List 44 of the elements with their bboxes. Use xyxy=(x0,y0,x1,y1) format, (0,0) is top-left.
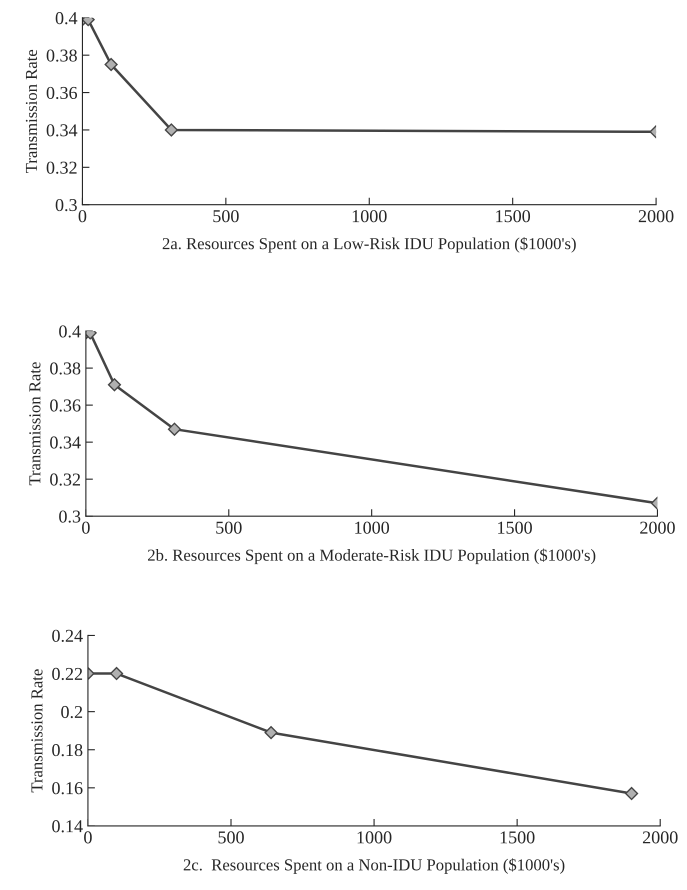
y-tick-label: 0.32 xyxy=(50,473,80,486)
x-tick-label: 1500 xyxy=(498,522,532,534)
y-tick-label: 0.18 xyxy=(52,744,82,756)
x-tick-label: 2000 xyxy=(638,210,674,222)
point xyxy=(104,58,118,72)
x-tick-label: 500 xyxy=(218,831,244,844)
x-axis-title: 2a. Resources Spent on a Low-Risk IDU Population ($1000's) xyxy=(162,237,576,253)
y-axis-title: Transmission Rate xyxy=(26,50,38,173)
y-tick-label: 0.34 xyxy=(46,124,78,136)
x-tick-label: 1000 xyxy=(358,831,392,844)
y-tick-label: 0.16 xyxy=(52,782,83,794)
point xyxy=(625,786,638,800)
x-tick-label: 0 xyxy=(78,210,86,222)
x-tick-label: 1500 xyxy=(496,210,530,222)
y-tick-label: 0.36 xyxy=(50,399,80,412)
y-tick-label: 0.3 xyxy=(59,510,80,523)
x-tick-label: 2000 xyxy=(642,831,678,844)
point xyxy=(110,666,124,680)
x-axis-title: 2b. Resources Spent on a Moderate-Risk IDU Population ($1000's) xyxy=(148,548,596,564)
y-tick-label: 0.38 xyxy=(50,362,80,375)
y-tick-label: 0.32 xyxy=(46,162,77,174)
y-tick-label: 0.24 xyxy=(52,630,83,642)
x-tick-label: 2000 xyxy=(640,522,675,534)
x-tick-label: 1500 xyxy=(500,831,535,844)
x-tick-label: 1000 xyxy=(352,210,387,222)
x-axis-title: 2c. Resources Spent on a Non-IDU Population ($1000's) xyxy=(184,858,564,874)
y-tick-label: 0.38 xyxy=(46,49,77,62)
y-tick-label: 0.4 xyxy=(56,12,78,24)
x-tick-label: 500 xyxy=(213,210,239,222)
y-tick-label: 0.36 xyxy=(46,86,78,100)
point xyxy=(164,123,178,137)
y-tick-label: 0.4 xyxy=(59,325,81,338)
y-tick-label: 0.22 xyxy=(52,668,82,680)
point xyxy=(264,726,278,740)
y-tick-label: 0.2 xyxy=(61,706,82,718)
x-tick-label: 500 xyxy=(216,522,242,534)
y-tick-label: 0.34 xyxy=(50,436,81,449)
y-axis-title: Transmission Rate xyxy=(31,669,43,792)
y-axis-title: Transmission Rate xyxy=(29,362,40,486)
x-tick-label: 0 xyxy=(82,522,90,534)
x-tick-label: 1000 xyxy=(355,522,390,534)
x-tick-label: 0 xyxy=(84,831,92,844)
y-tick-label: 0.3 xyxy=(56,198,77,212)
y-tick-label: 0.14 xyxy=(52,820,83,832)
